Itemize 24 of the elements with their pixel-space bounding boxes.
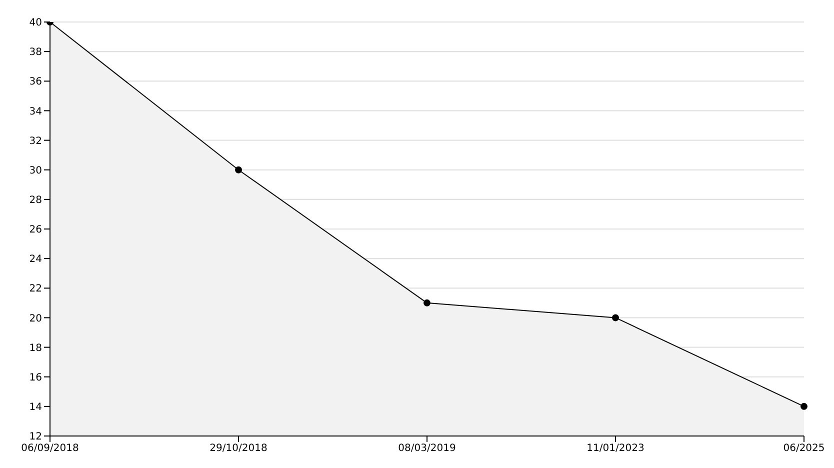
y-tick-label: 38 [29,47,42,58]
y-tick-label: 36 [29,76,42,88]
y-tick-label: 24 [29,254,42,266]
x-tick-label: 11/01/2023 [586,443,644,454]
x-tick-label: 06/09/2018 [21,443,79,454]
y-tick-label: 40 [29,18,42,29]
point [424,299,430,306]
y-tick-label: 14 [29,402,42,413]
x-tick-label: 06/2025 [783,443,825,454]
point [800,402,808,410]
y-tick-label: 12 [29,432,42,443]
x-tick-label: 08/03/2019 [398,443,456,454]
point [235,166,242,174]
y-tick-label: 26 [29,224,42,236]
point [612,314,619,322]
y-tick-label: 28 [29,194,42,206]
x-tick-label: 29/10/2018 [210,443,268,454]
y-tick-label: 16 [29,372,42,384]
y-tick-label: 30 [29,165,42,176]
y-tick-label: 22 [29,284,42,295]
y-tick-label: 20 [29,313,42,324]
y-tick-label: 18 [29,342,42,354]
y-tick-label: 32 [29,136,42,147]
y-tick-label: 34 [29,106,42,118]
